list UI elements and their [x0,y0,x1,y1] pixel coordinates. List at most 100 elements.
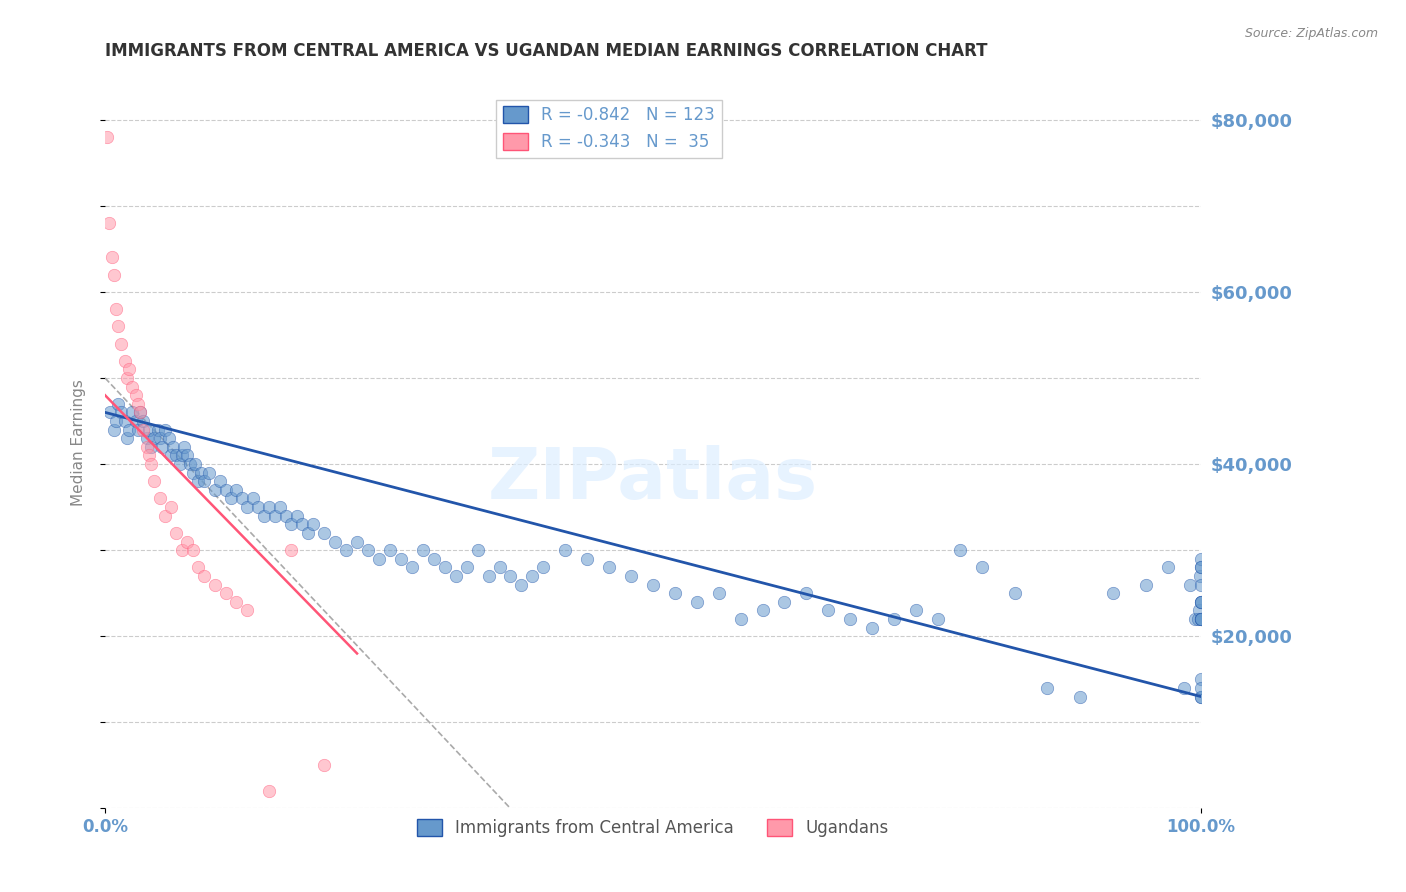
Point [198,466,221,480]
Point [127,397,149,411]
Point [165,449,187,463]
Point [236,500,259,514]
Point [422,551,444,566]
Point [121,405,143,419]
Point [115,371,138,385]
Point [1189,551,1212,566]
Point [253,508,276,523]
Point [170,543,193,558]
Point [225,595,247,609]
Point [817,603,839,617]
Point [187,475,209,489]
Point [773,595,796,609]
Point [839,612,862,626]
Point [499,569,522,583]
Point [620,569,643,583]
Point [236,603,259,617]
Point [204,577,226,591]
Point [378,543,401,558]
Point [280,543,302,558]
Point [124,414,146,428]
Point [96,129,118,144]
Point [259,500,281,514]
Point [138,449,160,463]
Point [269,500,291,514]
Point [1189,595,1212,609]
Point [401,560,423,574]
Text: IMMIGRANTS FROM CENTRAL AMERICA VS UGANDAN MEDIAN EARNINGS CORRELATION CHART: IMMIGRANTS FROM CENTRAL AMERICA VS UGAND… [105,42,987,60]
Point [1189,673,1212,687]
Point [1189,560,1212,574]
Point [155,423,177,437]
Point [193,475,215,489]
Point [157,431,180,445]
Point [274,508,297,523]
Point [146,423,169,437]
Point [346,534,368,549]
Y-axis label: Median Earnings: Median Earnings [72,379,86,506]
Point [155,508,177,523]
Point [860,621,883,635]
Point [433,560,456,574]
Point [114,414,136,428]
Point [510,577,533,591]
Point [107,319,129,334]
Point [139,440,162,454]
Point [219,491,242,506]
Point [104,414,127,428]
Point [259,784,281,798]
Point [707,586,730,600]
Point [1102,586,1125,600]
Point [302,517,325,532]
Text: Source: ZipAtlas.com: Source: ZipAtlas.com [1244,27,1378,40]
Point [247,500,270,514]
Point [121,379,143,393]
Point [135,440,157,454]
Point [214,586,236,600]
Point [165,525,187,540]
Point [368,551,391,566]
Point [173,440,195,454]
Point [132,423,155,437]
Legend: Immigrants from Central America, Ugandans: Immigrants from Central America, Ugandan… [411,813,896,844]
Point [98,216,121,230]
Point [190,466,212,480]
Point [231,491,253,506]
Point [181,543,204,558]
Point [1187,612,1209,626]
Point [209,475,232,489]
Point [456,560,478,574]
Point [104,301,127,316]
Point [187,560,209,574]
Point [641,577,664,591]
Point [444,569,467,583]
Point [280,517,302,532]
Point [149,431,172,445]
Point [143,431,166,445]
Point [103,423,125,437]
Point [162,440,184,454]
Point [1188,603,1211,617]
Point [193,569,215,583]
Point [124,388,146,402]
Point [184,457,207,471]
Point [1189,612,1212,626]
Point [1189,612,1212,626]
Point [263,508,285,523]
Point [100,405,122,419]
Point [1173,681,1195,695]
Point [1135,577,1157,591]
Point [150,440,173,454]
Point [576,551,599,566]
Point [686,595,709,609]
Point [751,603,773,617]
Point [115,431,138,445]
Point [796,586,818,600]
Point [132,414,155,428]
Point [181,466,204,480]
Point [314,758,336,772]
Point [664,586,686,600]
Point [1157,560,1180,574]
Point [176,534,198,549]
Point [297,525,319,540]
